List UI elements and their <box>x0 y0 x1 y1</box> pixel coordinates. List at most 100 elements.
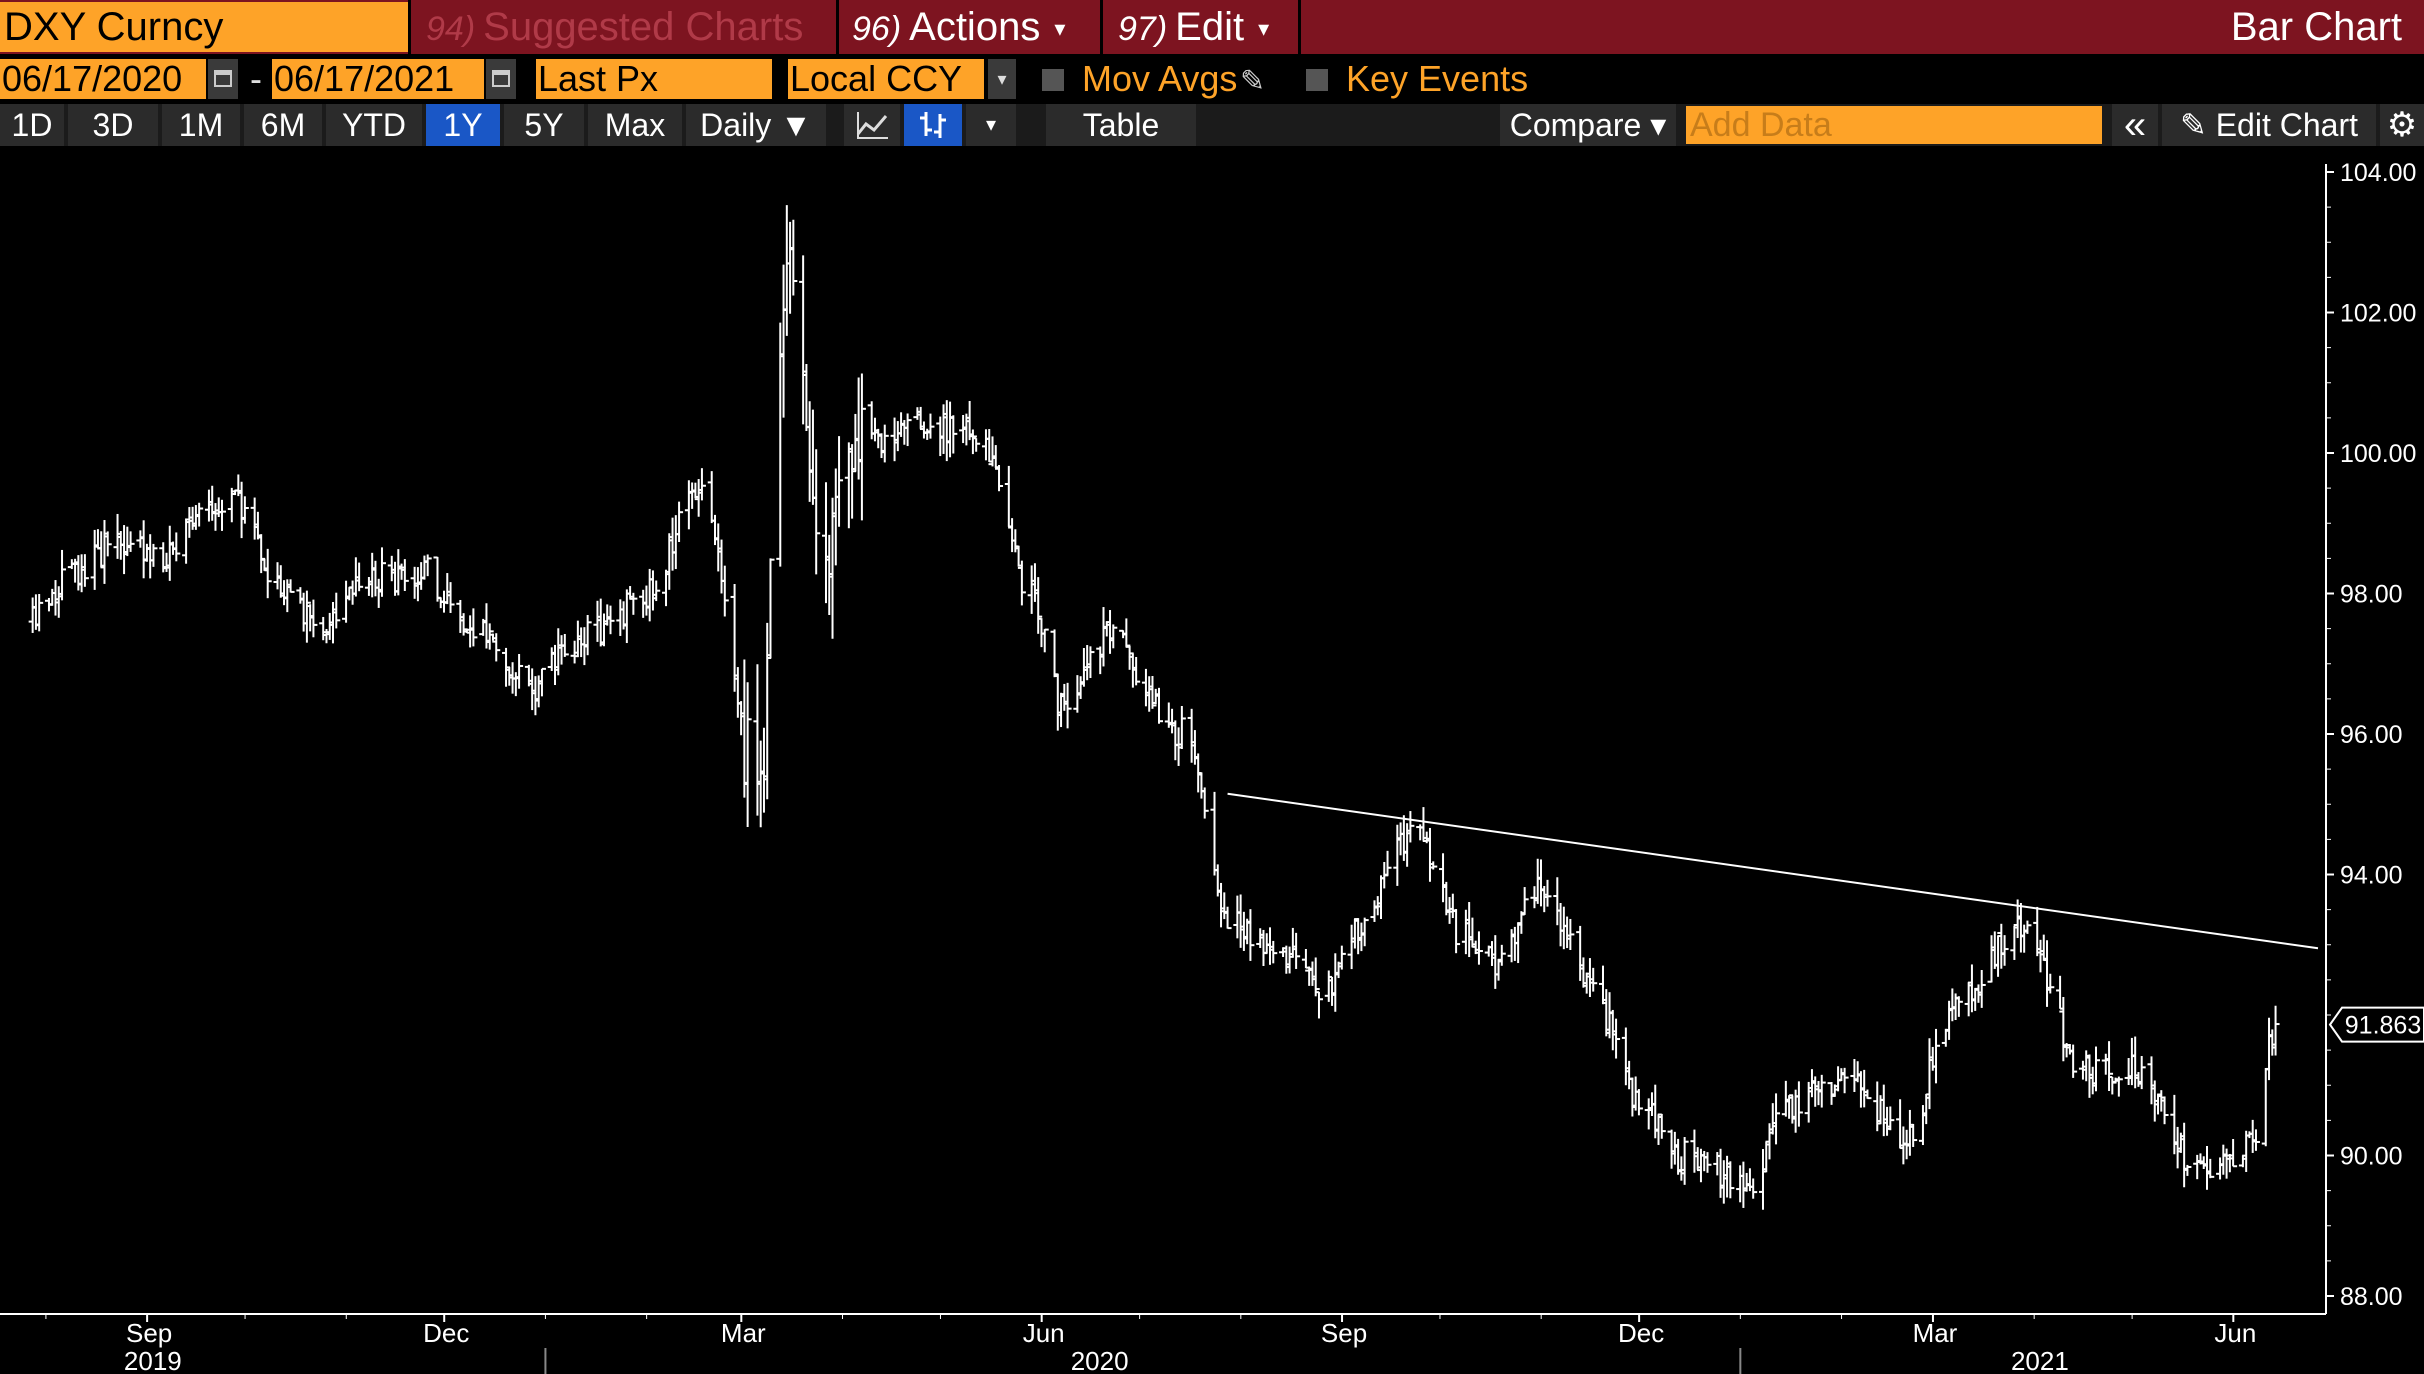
price-bar <box>492 633 501 662</box>
price-bar <box>1017 560 1026 606</box>
price-bar <box>880 424 889 463</box>
price-bar <box>2023 920 2032 934</box>
actions-menu-button[interactable]: 96) Actions ▾ <box>852 0 1065 54</box>
price-bar <box>35 593 44 632</box>
menu-number: 94) <box>426 10 476 48</box>
separator <box>1298 0 1301 54</box>
price-bar <box>1886 1106 1895 1131</box>
ticker-field[interactable]: DXY Curncy <box>0 2 408 52</box>
price-bar <box>1520 887 1529 916</box>
price-bar <box>1360 917 1369 947</box>
price-bar <box>1543 879 1552 907</box>
year-label: 2021 <box>2011 1346 2069 1374</box>
chevron-down-icon: ▾ <box>1258 16 1270 42</box>
price-bar <box>537 667 546 697</box>
x-tick-label: Sep <box>1321 1318 1367 1348</box>
price-bar <box>1269 940 1278 964</box>
price-bar <box>1954 996 1963 1017</box>
suggested-charts-button[interactable]: 94) Suggested Charts <box>426 0 803 54</box>
price-bar <box>2046 973 2055 994</box>
table-button[interactable]: Table <box>1046 104 1196 146</box>
frequency-select[interactable]: Daily ▼ <box>686 104 826 146</box>
key-events-checkbox[interactable] <box>1306 69 1328 91</box>
price-bar <box>1657 1113 1666 1139</box>
add-data-input[interactable]: Add Data <box>1686 106 2102 144</box>
price-bar <box>1612 1018 1621 1059</box>
period-1m[interactable]: 1M <box>162 104 240 146</box>
period-1d[interactable]: 1D <box>0 104 64 146</box>
period-max[interactable]: Max <box>588 104 682 146</box>
collapse-icon[interactable]: « <box>2112 104 2158 146</box>
price-bar <box>606 605 615 635</box>
mov-avgs-checkbox[interactable] <box>1042 69 1064 91</box>
x-tick-label: Dec <box>1618 1318 1664 1348</box>
calendar-icon[interactable] <box>486 59 516 99</box>
end-date-input[interactable]: 06/17/2021 <box>272 59 484 99</box>
price-bar <box>1726 1161 1735 1199</box>
chart-type-title: Bar Chart <box>2230 5 2402 49</box>
price-bar <box>1452 909 1461 954</box>
period-3d[interactable]: 3D <box>68 104 158 146</box>
price-bar <box>1840 1067 1849 1094</box>
price-bar <box>332 592 341 629</box>
price-bar <box>995 464 1004 492</box>
price-bar <box>309 599 318 638</box>
price-chart[interactable]: 104.00 102.00 100.00 98.00 96.00 94.00 90.00 88… <box>0 146 2424 1374</box>
price-bar <box>766 558 775 659</box>
price-bar <box>218 499 227 531</box>
gear-icon[interactable]: ⚙ <box>2380 104 2424 146</box>
price-bar <box>1817 1074 1826 1108</box>
price-bar <box>1772 1093 1781 1145</box>
chevron-down-icon[interactable]: ▾ <box>966 104 1016 146</box>
price-bar <box>2160 1096 2169 1125</box>
compare-button[interactable]: Compare ▾ <box>1500 104 1676 146</box>
separator <box>1100 0 1103 54</box>
year-label: 2019 <box>124 1346 182 1374</box>
price-bar <box>857 373 866 521</box>
edit-chart-label: Edit Chart <box>2215 107 2358 143</box>
price-bar <box>433 556 442 602</box>
y-tick-label: 100.00 <box>2340 440 2416 468</box>
price-bar <box>149 543 158 567</box>
y-tick-label: 88.00 <box>2340 1283 2403 1311</box>
period-1y[interactable]: 1Y <box>426 104 500 146</box>
line-chart-icon[interactable] <box>844 104 900 146</box>
price-bar <box>903 413 912 447</box>
price-bar <box>697 468 706 501</box>
price-bar <box>629 592 638 615</box>
toolbar: 1D 3D 1M 6M YTD 1Y 5Y Max Daily ▼ ▾ Tabl… <box>0 104 2424 146</box>
price-bar <box>1210 791 1219 876</box>
key-events-label[interactable]: Key Events <box>1346 58 1529 99</box>
start-date-input[interactable]: 06/17/2020 <box>0 59 206 99</box>
price-bar <box>789 219 798 296</box>
mov-avgs-label[interactable]: Mov Avgs <box>1082 58 1238 99</box>
price-bar <box>58 549 67 601</box>
actions-label: Actions <box>909 5 1041 49</box>
price-bar <box>968 429 977 455</box>
period-ytd[interactable]: YTD <box>326 104 422 146</box>
price-bar <box>1566 918 1575 950</box>
trendline[interactable] <box>1227 792 2319 950</box>
price-bar <box>80 554 89 587</box>
price-field-select[interactable]: Last Px <box>536 59 772 99</box>
price-bar <box>1932 1028 1941 1084</box>
menu-number: 97) <box>1118 10 1168 48</box>
price-bar <box>835 436 844 527</box>
chevron-down-icon[interactable]: ▾ <box>988 59 1016 99</box>
edit-chart-button[interactable]: ✎ Edit Chart <box>2162 104 2376 146</box>
edit-menu-button[interactable]: 97) Edit ▾ <box>1118 0 1269 54</box>
currency-select[interactable]: Local CCY <box>788 59 984 99</box>
calendar-icon[interactable] <box>208 59 238 99</box>
price-bar <box>263 548 272 599</box>
price-bar <box>2206 1158 2215 1179</box>
ohlc-bar-icon[interactable] <box>904 104 962 146</box>
y-tick-label: 96.00 <box>2340 721 2403 749</box>
y-tick-label: 104.00 <box>2340 159 2416 187</box>
pencil-icon[interactable]: ✎ <box>1240 65 1266 98</box>
period-6m[interactable]: 6M <box>244 104 322 146</box>
price-bar <box>355 562 364 592</box>
price-bar <box>2271 1005 2280 1056</box>
pencil-icon: ✎ <box>2180 107 2216 143</box>
price-bar <box>926 413 935 439</box>
period-5y[interactable]: 5Y <box>504 104 584 146</box>
